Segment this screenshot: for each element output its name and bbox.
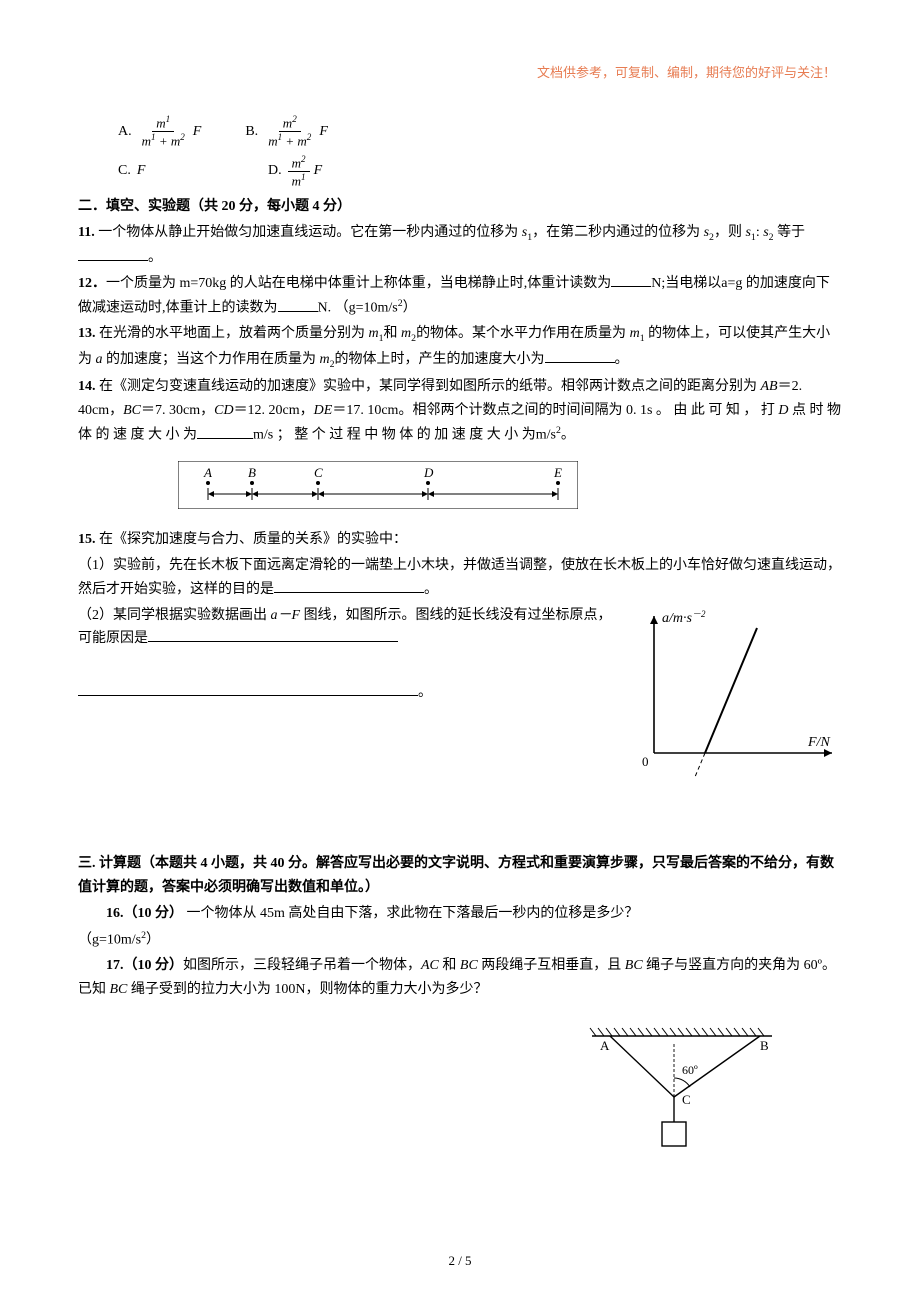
q17-figure: A B 60º C (582, 1022, 782, 1171)
question-16: 16.（10 分） 一个物体从 45m 高处自由下落，求此物在下落最后一秒内的位… (78, 902, 842, 926)
opt-c-label: C. (118, 159, 131, 183)
svg-text:0: 0 (642, 754, 649, 769)
svg-text:D: D (423, 465, 434, 480)
q11-blank[interactable] (78, 247, 148, 261)
svg-text:E: E (553, 465, 562, 480)
q13-num: 13. (78, 326, 96, 341)
q10-options: A. m1 m1 + m2 F B. m2 m1 + m2 F C. F D. … (78, 114, 842, 189)
page-number: 2 / 5 (0, 1250, 920, 1272)
q15-num: 15. (78, 532, 96, 547)
section-3-heading: 三. 计算题（本题共 4 小题，共 40 分。解答应写出必要的文字说明、方程式和… (78, 852, 842, 900)
q12-blank-2[interactable] (278, 298, 318, 312)
q14-num: 14. (78, 379, 96, 394)
svg-text:B: B (248, 465, 256, 480)
a-f-graph: a/m·s－2 F/N 0 (632, 608, 842, 787)
question-12: 12．一个质量为 m=70kg 的人站在电梯中体重计上称体重，当电梯静止时,体重… (78, 272, 842, 320)
svg-text:C: C (314, 465, 323, 480)
q16-num: 16. (106, 906, 124, 921)
header-note: 文档供参考，可复制、编制，期待您的好评与关注！ (78, 62, 842, 84)
opt-d-label: D. (268, 159, 282, 183)
svg-text:A: A (203, 465, 212, 480)
q15-part1: （1）实验前，先在长木板下面远离定滑轮的一端垫上小木块，并做适当调整，使放在长木… (78, 554, 842, 602)
option-b: B. m2 m1 + m2 F (245, 114, 328, 150)
q15-blank-1[interactable] (274, 579, 424, 593)
option-d: D. m2 m1 F (268, 154, 322, 190)
svg-text:A: A (600, 1038, 610, 1053)
svg-text:C: C (682, 1092, 691, 1107)
q13-blank[interactable] (545, 349, 615, 363)
q15-blank-2b[interactable] (78, 682, 418, 696)
option-a: A. m1 m1 + m2 F (118, 114, 201, 150)
question-13: 13. 在光滑的水平地面上，放着两个质量分别为 m1和 m2的物体。某个水平力作… (78, 322, 842, 373)
svg-text:F/N: F/N (807, 735, 830, 750)
svg-text:B: B (760, 1038, 769, 1053)
q15-blank-2a[interactable] (148, 628, 398, 642)
q17-num: 17. (106, 958, 124, 973)
tape-figure: A B C D E (178, 461, 842, 518)
question-11: 11. 一个物体从静止开始做匀加速直线运动。它在第一秒内通过的位移为 s1，在第… (78, 221, 842, 270)
question-17: 17.（10 分）如图所示，三段轻绳子吊着一个物体，AC 和 BC 两段绳子互相… (78, 954, 842, 1002)
section-2-heading: 二．填空、实验题（共 20 分，每小题 4 分） (78, 195, 842, 219)
question-14: 14. 在《测定匀变速直线运动的加速度》实验中，某同学得到如图所示的纸带。相邻两… (78, 375, 842, 447)
q12-num: 12． (78, 276, 106, 291)
svg-text:60º: 60º (682, 1063, 698, 1077)
opt-a-label: A. (118, 120, 132, 144)
q14-blank-1[interactable] (197, 425, 253, 439)
opt-b-label: B. (245, 120, 258, 144)
q11-num: 11. (78, 225, 95, 240)
q16-g: （g=10m/s2） (78, 928, 842, 952)
svg-text:a/m·s－2: a/m·s－2 (662, 609, 706, 626)
option-c: C. F (118, 154, 224, 190)
q12-blank-1[interactable] (611, 273, 651, 287)
question-15: 15. 在《探究加速度与合力、质量的关系》的实验中： (78, 528, 842, 552)
